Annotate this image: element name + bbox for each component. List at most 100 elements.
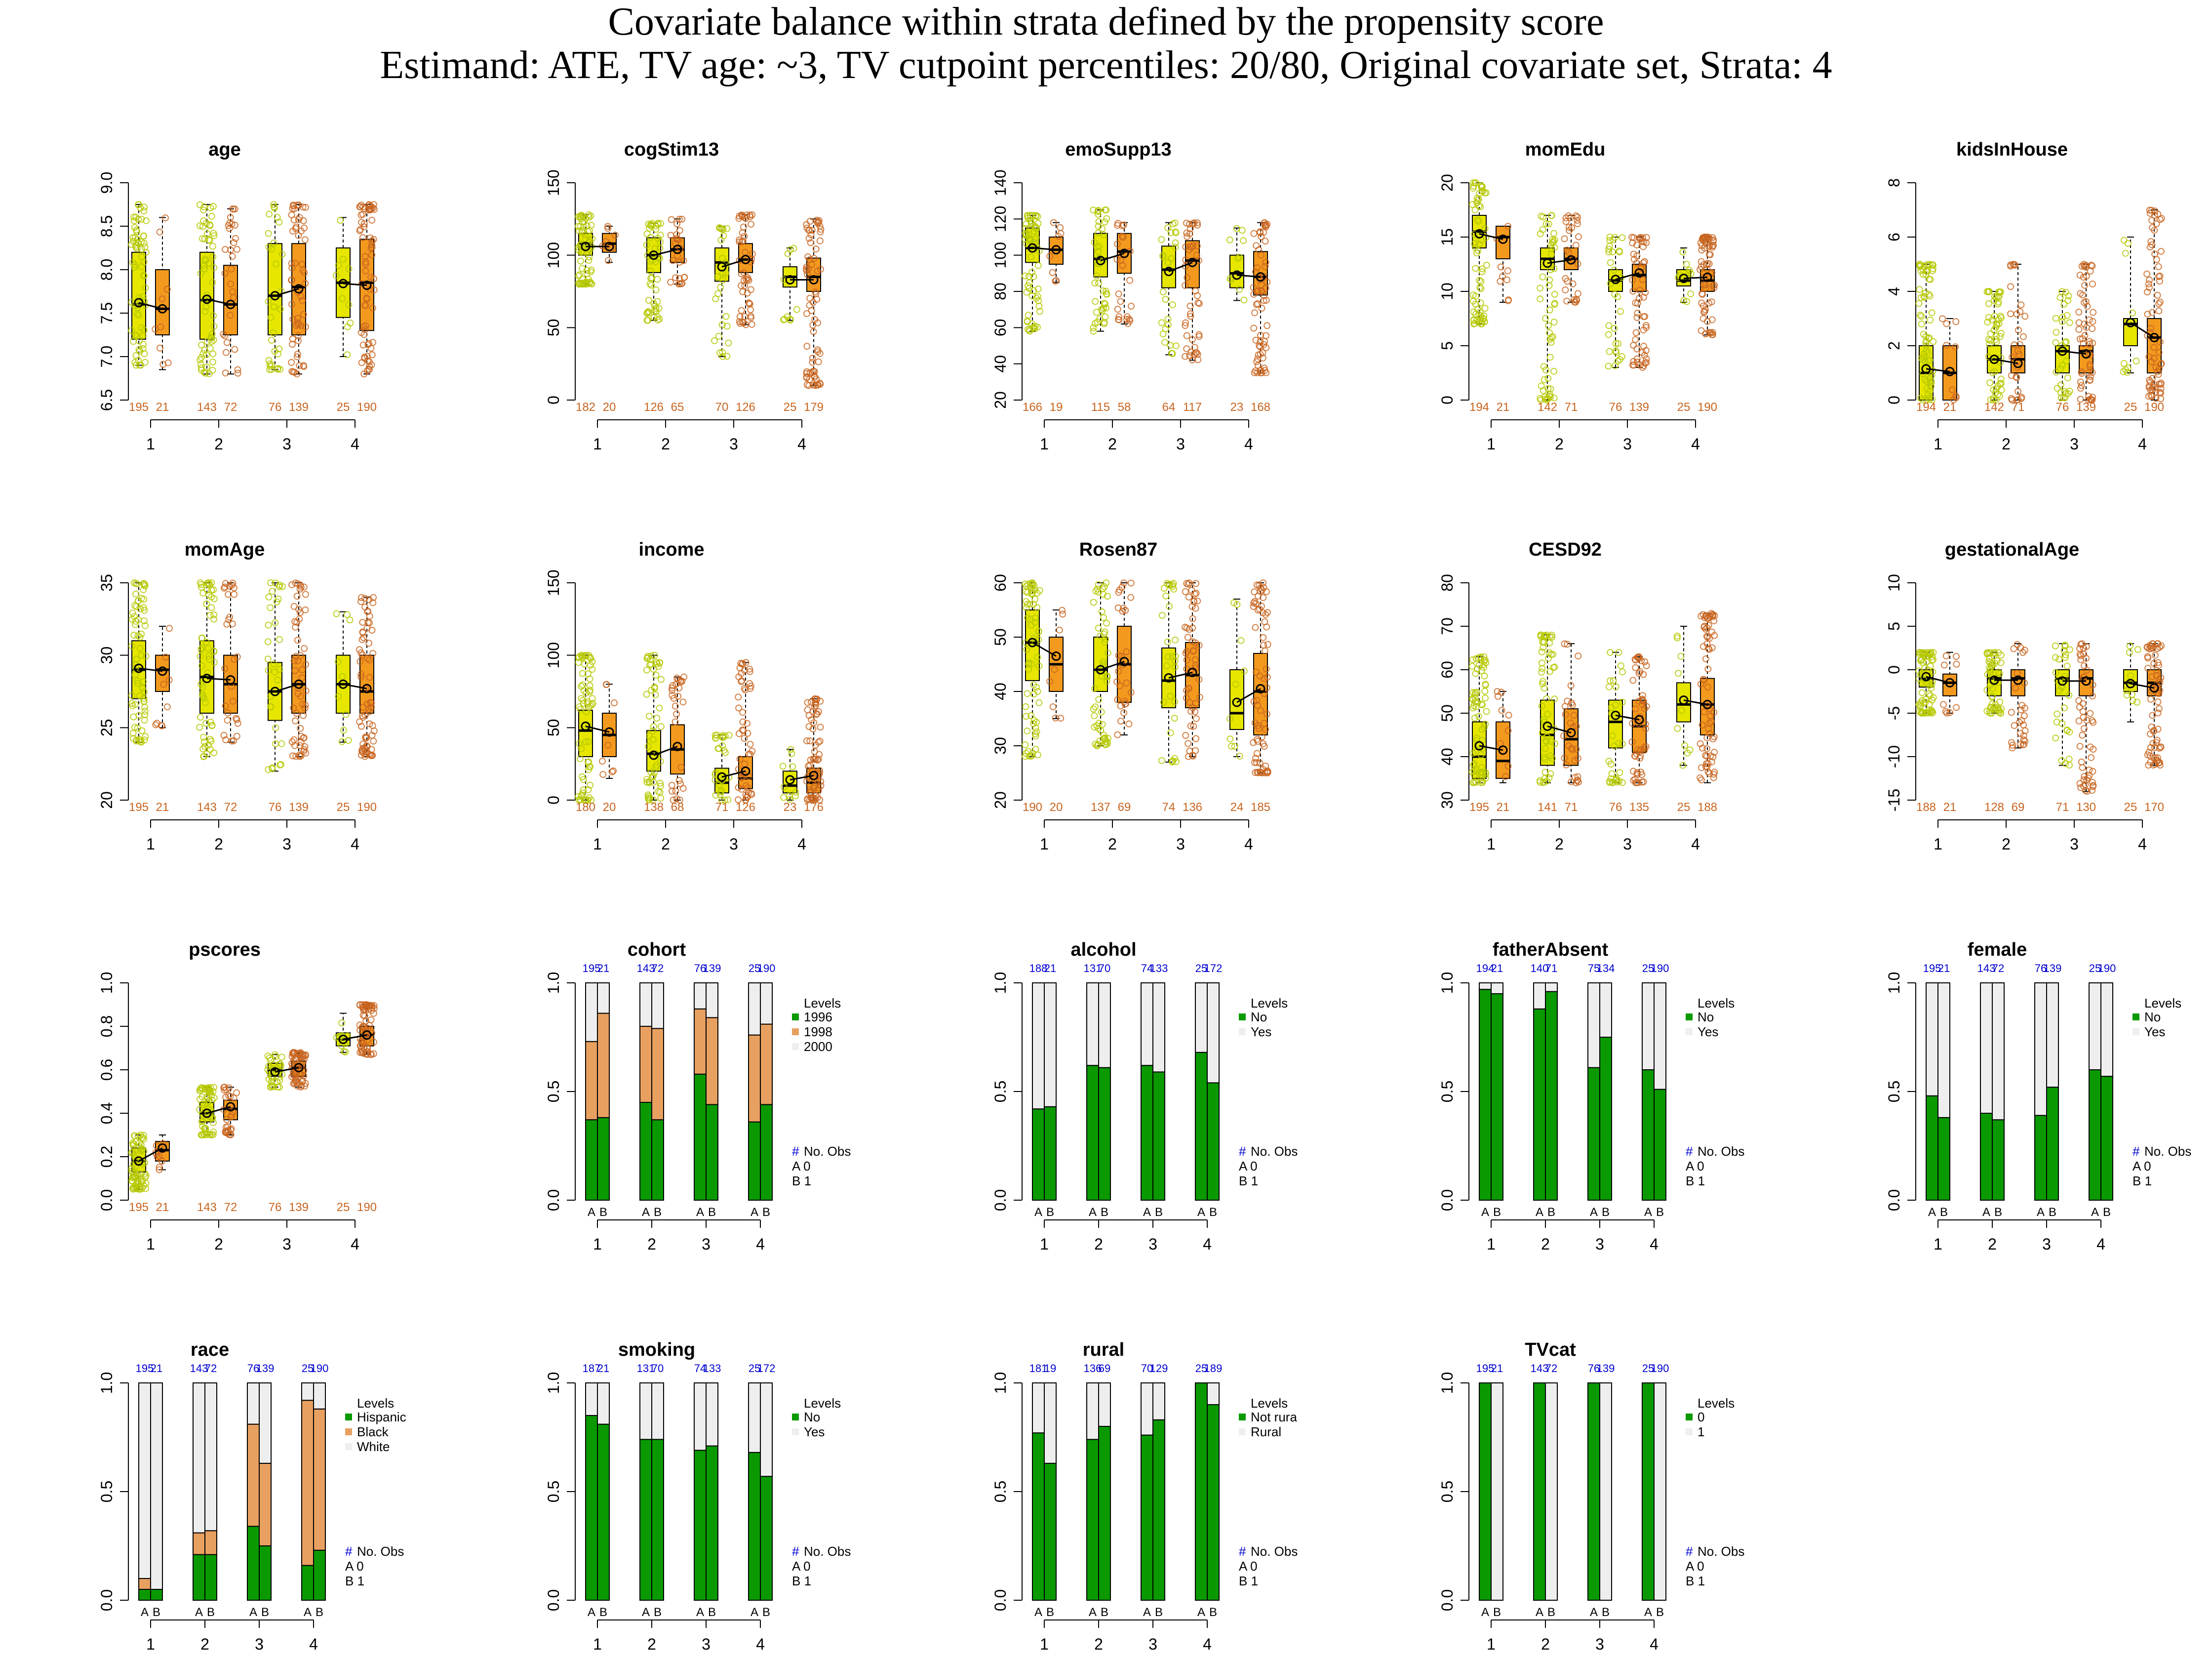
data-point [210, 659, 218, 666]
data-point [744, 276, 751, 283]
data-point [817, 226, 825, 233]
data-point [1192, 715, 1200, 722]
data-point [1706, 235, 1713, 242]
data-point [584, 759, 592, 766]
data-point [1929, 708, 1936, 716]
mean-point [1702, 699, 1712, 709]
data-point [1629, 677, 1637, 684]
data-point [1504, 223, 1512, 230]
data-point [2054, 385, 2061, 392]
data-point [1162, 592, 1170, 600]
data-point [297, 292, 305, 300]
data-point [208, 330, 216, 338]
data-point [1991, 368, 1999, 375]
data-point [289, 227, 296, 235]
count-label: 21 [1497, 801, 1510, 814]
count-label: 65 [671, 401, 684, 414]
legend-hash: # [1239, 1544, 1246, 1559]
data-point [1612, 702, 1619, 709]
mean-point [1474, 741, 1484, 751]
x-tick-label: 3 [702, 1235, 711, 1253]
group-letter: B [762, 1206, 770, 1219]
data-point [297, 725, 304, 732]
data-point [575, 280, 582, 287]
group-letter: A [1197, 1206, 1205, 1219]
panel-title: CESD92 [1529, 539, 1602, 560]
mean-point [1232, 697, 1242, 707]
obs-count: 70 [1099, 962, 1110, 974]
data-point [221, 332, 229, 339]
mean-point [362, 684, 372, 693]
data-point [361, 325, 369, 333]
data-point [648, 652, 655, 659]
mean-point [1096, 665, 1106, 675]
bar-segment [1032, 1382, 1045, 1434]
y-tick-label: 150 [545, 569, 562, 596]
data-point [715, 332, 722, 340]
legend-label: 2000 [804, 1039, 832, 1054]
data-point [1186, 699, 1193, 706]
data-point [1478, 764, 1485, 771]
mean-point [1119, 248, 1129, 258]
data-point [1029, 580, 1036, 588]
data-point [1632, 705, 1639, 713]
data-point [1634, 300, 1641, 307]
data-point [1929, 696, 1936, 704]
data-point [1032, 234, 1040, 242]
data-point [361, 302, 368, 309]
bar-segment [1533, 1008, 1546, 1201]
bar-segment [1491, 993, 1503, 1201]
data-point [1261, 769, 1268, 776]
data-point [344, 351, 351, 359]
data-point [1183, 656, 1190, 664]
mean-point [362, 281, 372, 290]
data-point [805, 235, 813, 242]
data-point [346, 616, 354, 624]
data-point [1925, 261, 1932, 269]
data-point [1708, 628, 1715, 636]
data-point [1479, 745, 1486, 752]
group-letter: A [1590, 1206, 1598, 1219]
data-point [162, 653, 169, 661]
y-tick-label: 0.0 [991, 1589, 1009, 1611]
data-point [1540, 376, 1548, 383]
data-point [210, 264, 218, 271]
data-point [142, 217, 150, 224]
data-point [1091, 712, 1098, 720]
bar-segment [1032, 1432, 1045, 1601]
data-point [1710, 236, 1717, 243]
data-point [740, 269, 748, 277]
data-point [302, 606, 309, 613]
data-point [1571, 757, 1579, 764]
x-tick-label: 1 [146, 1635, 155, 1653]
legend-label: No [1698, 1010, 1714, 1024]
data-point [356, 226, 364, 233]
data-point [2061, 339, 2069, 346]
mean-point [158, 304, 167, 314]
data-point [1637, 769, 1645, 776]
data-point [657, 758, 664, 765]
data-point [738, 307, 745, 314]
data-point [291, 259, 299, 267]
legend-label: Rural [1251, 1424, 1281, 1439]
data-point [1094, 742, 1101, 749]
data-point [1494, 688, 1501, 695]
data-point [1643, 703, 1650, 710]
data-point [717, 237, 725, 244]
data-point [807, 239, 814, 246]
data-point [140, 604, 147, 611]
data-point [1023, 713, 1030, 720]
data-point [739, 718, 747, 726]
data-point [1926, 292, 1934, 300]
mean-point [1945, 366, 1955, 376]
data-point [1991, 650, 1998, 657]
data-point [675, 777, 683, 784]
bar-segment [138, 1589, 151, 1601]
data-point [1027, 712, 1035, 719]
obs-count: 172 [1204, 962, 1223, 974]
data-point [1704, 684, 1711, 691]
data-point [1478, 667, 1486, 675]
data-point [301, 645, 308, 652]
data-point [1541, 745, 1549, 752]
data-point [1480, 724, 1488, 731]
